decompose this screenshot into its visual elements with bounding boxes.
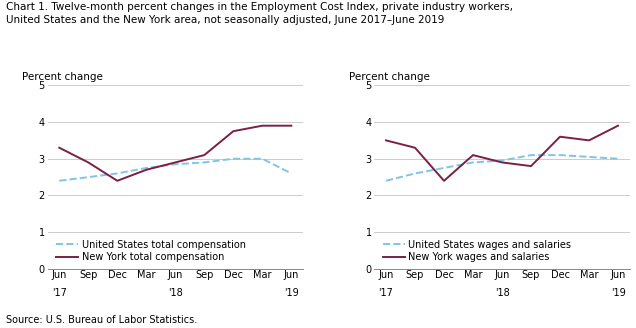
Text: '17: '17 — [52, 288, 67, 298]
Text: Percent change: Percent change — [349, 72, 430, 82]
Text: '19: '19 — [611, 288, 625, 298]
Legend: United States total compensation, New York total compensation: United States total compensation, New Yo… — [53, 236, 249, 266]
Text: '18: '18 — [495, 288, 509, 298]
Legend: United States wages and salaries, New York wages and salaries: United States wages and salaries, New Yo… — [379, 236, 576, 266]
Text: '17: '17 — [378, 288, 394, 298]
Text: Percent change: Percent change — [22, 72, 103, 82]
Text: '18: '18 — [168, 288, 183, 298]
Text: Source: U.S. Bureau of Labor Statistics.: Source: U.S. Bureau of Labor Statistics. — [6, 315, 198, 325]
Text: United States and the New York area, not seasonally adjusted, June 2017–June 201: United States and the New York area, not… — [6, 15, 445, 25]
Text: Chart 1. Twelve-month percent changes in the Employment Cost Index, private indu: Chart 1. Twelve-month percent changes in… — [6, 2, 513, 11]
Text: '19: '19 — [284, 288, 299, 298]
